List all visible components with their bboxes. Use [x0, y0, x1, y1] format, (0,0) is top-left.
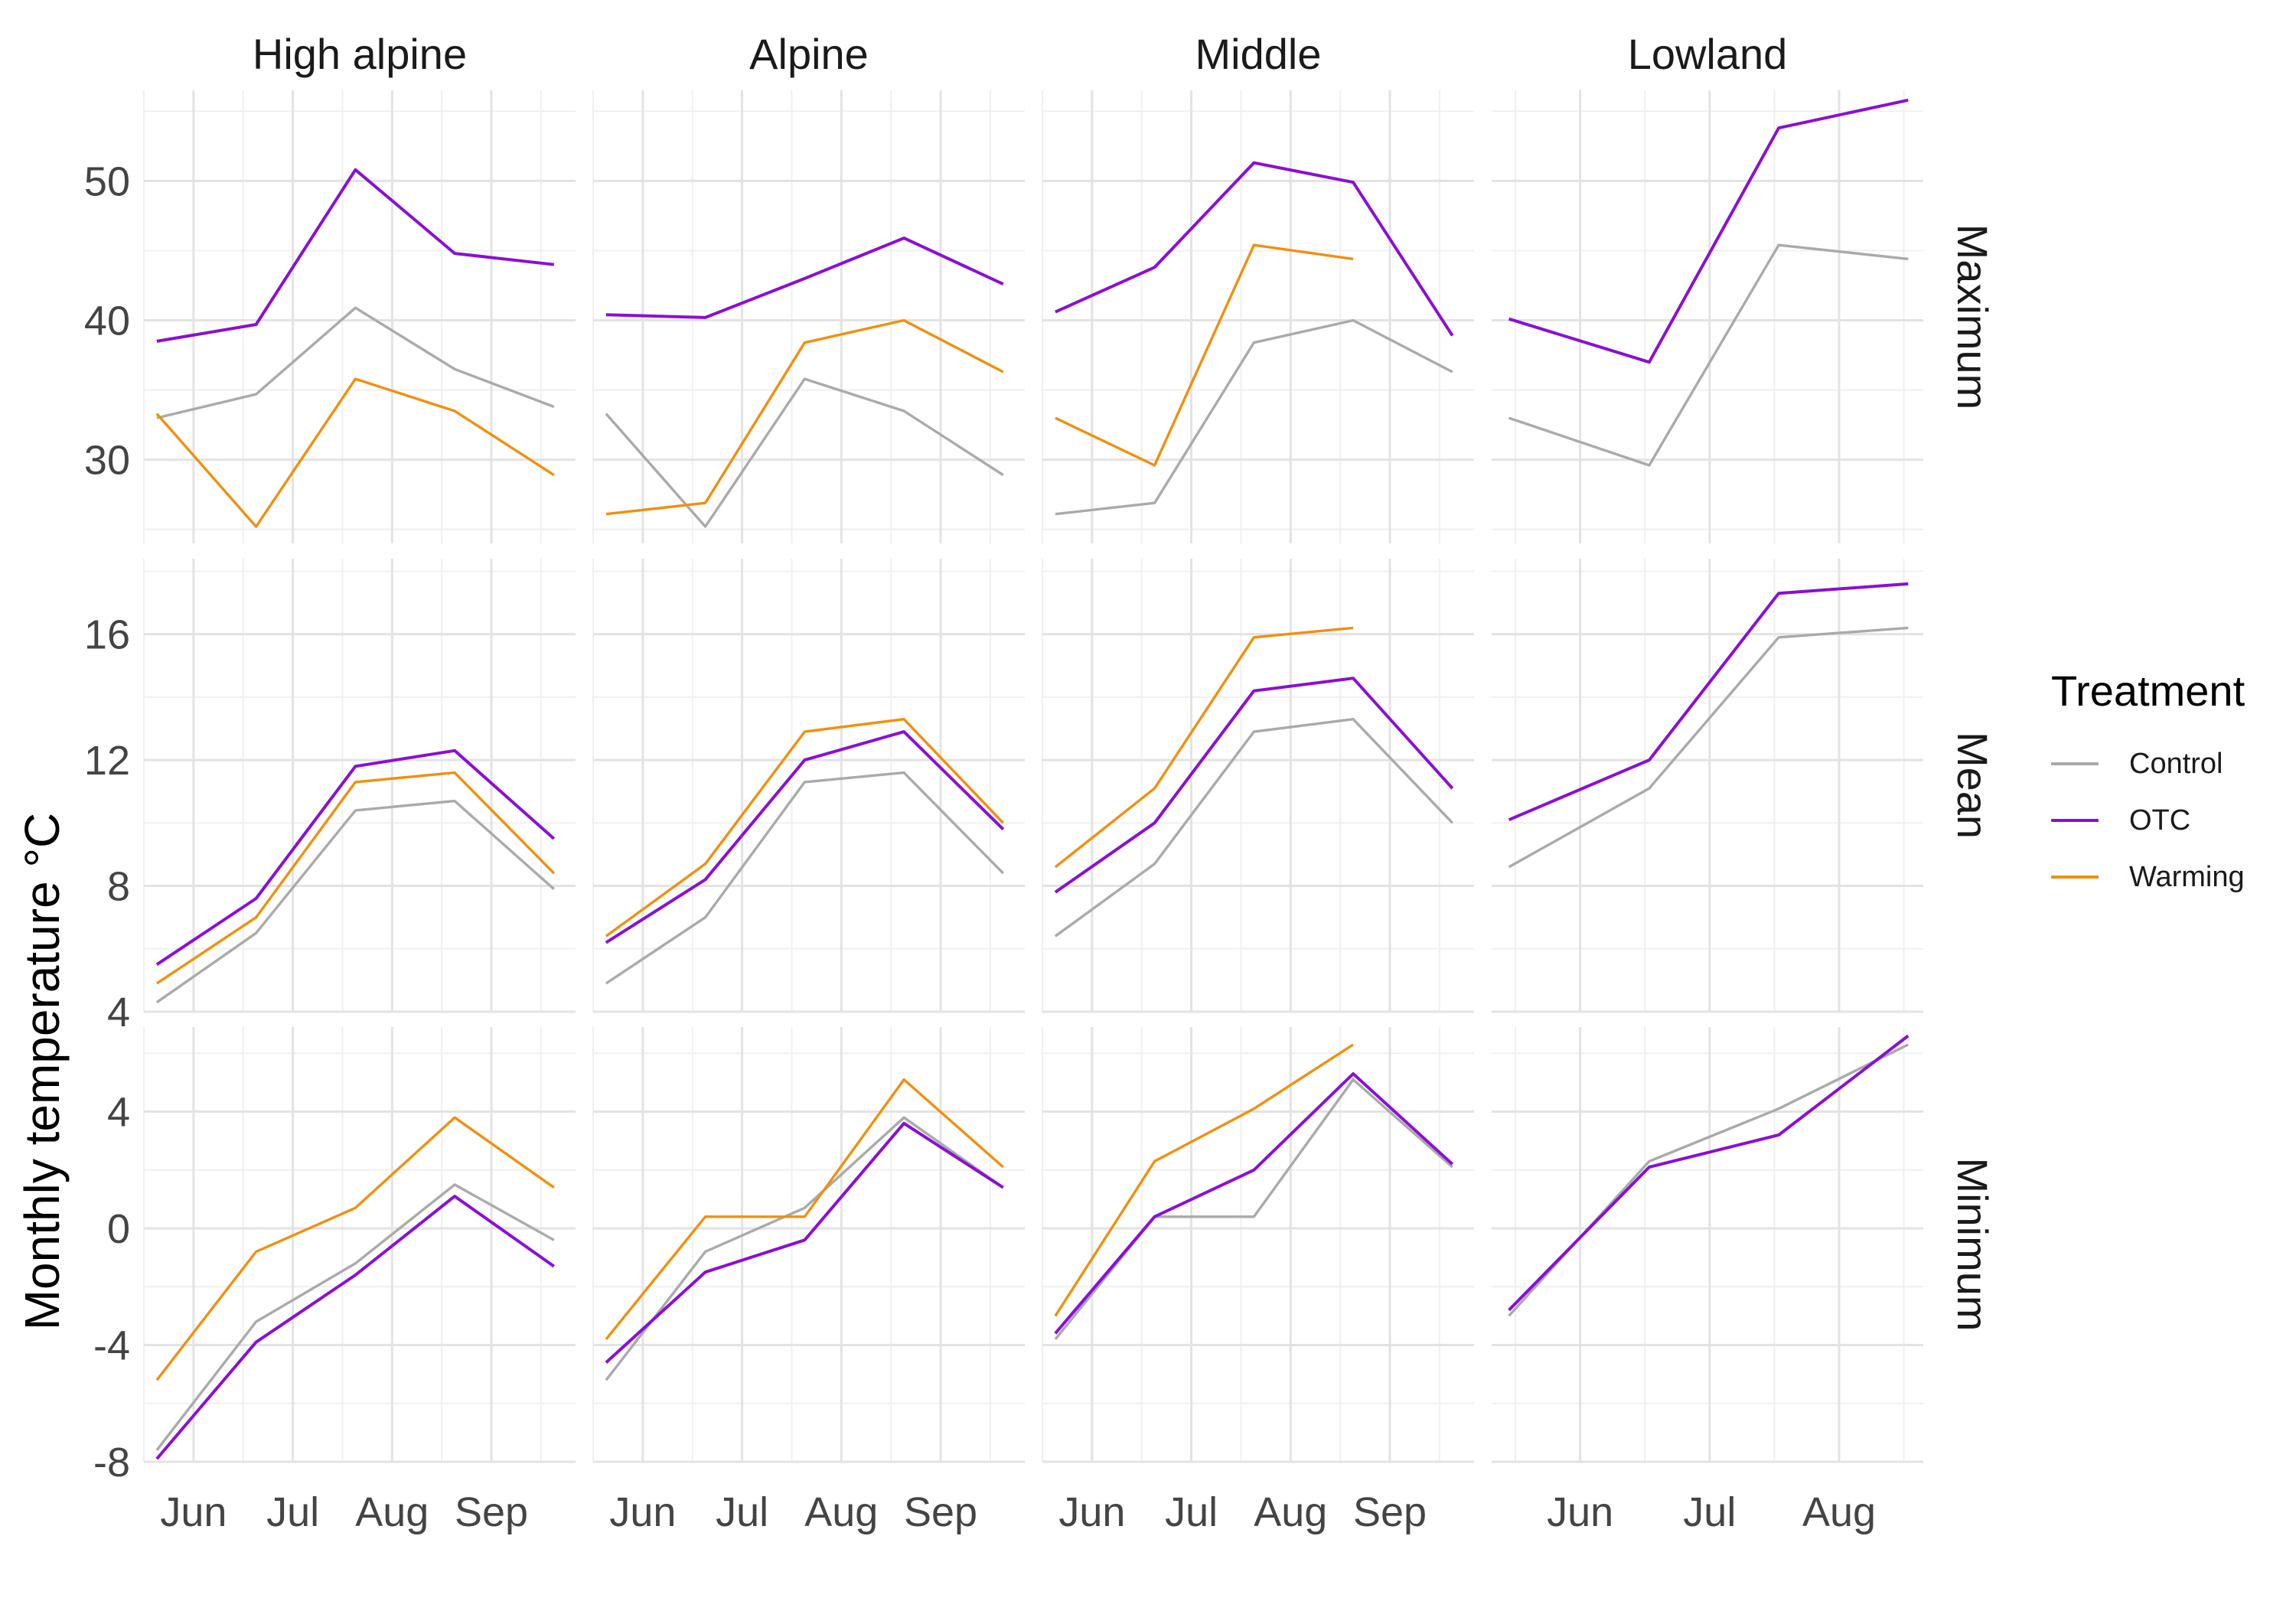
series-line-warming-alpine-mean — [605, 718, 1005, 938]
facet-column-label-lowland: Lowland — [1628, 30, 1788, 78]
series-line-otc-middle-maximum — [1055, 161, 1454, 337]
legend-label-otc: OTC — [2129, 804, 2191, 836]
series-line-otc-lowland-maximum — [1508, 98, 1909, 364]
legend-item-otc: OTC — [2051, 792, 2296, 849]
x-tick-label-lowland-aug: Aug — [1802, 1489, 1876, 1535]
series-line-warming-middle-minimum — [1054, 1043, 1355, 1317]
legend: Treatment Control OTC Warming — [2051, 666, 2296, 905]
y-tick-label-minimum: -4 — [93, 1323, 130, 1369]
series-line-warming-high-alpine-maximum — [155, 377, 555, 528]
x-tick-label-high-alpine-aug: Aug — [355, 1489, 429, 1535]
series-line-warming-middle-maximum — [1055, 243, 1354, 467]
facet-column-label-high-alpine: High alpine — [253, 30, 467, 78]
series-line-otc-middle-minimum — [1054, 1072, 1454, 1335]
legend-key-otc — [2051, 819, 2099, 822]
series-line-control-high-alpine-maximum — [156, 306, 555, 419]
y-tick-label-minimum: -8 — [93, 1440, 130, 1485]
series-line-control-lowland-maximum — [1508, 243, 1909, 467]
facet-column-label-middle: Middle — [1195, 30, 1322, 78]
series-line-control-alpine-mean — [605, 771, 1005, 985]
series-line-control-middle-minimum — [1054, 1078, 1453, 1340]
y-tick-label-mean: 4 — [107, 990, 130, 1035]
series-line-otc-high-alpine-mean — [155, 748, 556, 966]
y-tick-label-minimum: 4 — [107, 1090, 130, 1136]
facet-row-label-maximum: Maximum — [1949, 224, 1997, 410]
x-tick-label-high-alpine-jul: Jul — [266, 1489, 319, 1535]
series-line-otc-high-alpine-minimum — [155, 1195, 555, 1460]
facet-column-label-alpine: Alpine — [749, 30, 869, 78]
series-line-control-middle-maximum — [1055, 318, 1453, 516]
series-line-warming-middle-mean — [1054, 626, 1354, 869]
y-axis-label: Monthly temperature °C — [15, 812, 70, 1331]
y-tick-label-maximum: 30 — [84, 438, 130, 484]
legend-item-control: Control — [2051, 735, 2296, 792]
series-line-warming-alpine-maximum — [605, 318, 1004, 516]
x-tick-label-alpine-jun: Jun — [609, 1489, 676, 1535]
x-tick-label-middle-jun: Jun — [1058, 1489, 1125, 1535]
x-tick-label-lowland-jul: Jul — [1683, 1489, 1736, 1535]
legend-title: Treatment — [2051, 667, 2245, 715]
x-tick-label-alpine-jul: Jul — [716, 1489, 768, 1535]
y-tick-label-mean: 8 — [107, 864, 130, 910]
series-line-otc-lowland-mean — [1508, 582, 1909, 822]
series-line-otc-alpine-minimum — [605, 1121, 1004, 1364]
series-line-warming-high-alpine-minimum — [155, 1116, 555, 1381]
legend-label-warming: Warming — [2129, 860, 2245, 893]
y-tick-label-mean: 16 — [84, 612, 130, 658]
x-tick-label-middle-jul: Jul — [1165, 1489, 1218, 1535]
x-tick-label-high-alpine-jun: Jun — [160, 1489, 227, 1535]
x-tick-label-high-alpine-sep: Sep — [455, 1489, 528, 1535]
x-tick-label-middle-aug: Aug — [1254, 1489, 1327, 1535]
series-line-control-high-alpine-mean — [155, 799, 555, 1004]
legend-item-warming: Warming — [2051, 849, 2296, 905]
series-line-otc-alpine-maximum — [605, 236, 1004, 319]
y-tick-label-maximum: 50 — [84, 158, 130, 204]
series-line-warming-high-alpine-mean — [155, 771, 556, 985]
series-line-otc-middle-mean — [1054, 677, 1454, 894]
y-tick-label-maximum: 40 — [84, 298, 130, 344]
x-tick-label-alpine-aug: Aug — [804, 1489, 878, 1535]
series-line-control-alpine-minimum — [605, 1116, 1004, 1381]
legend-key-control — [2051, 762, 2099, 765]
y-tick-label-mean: 12 — [84, 738, 130, 784]
series-line-otc-high-alpine-maximum — [156, 168, 555, 343]
x-tick-label-alpine-sep: Sep — [904, 1489, 977, 1535]
series-line-warming-alpine-minimum — [605, 1078, 1004, 1340]
series-line-control-high-alpine-minimum — [155, 1183, 555, 1451]
series-line-otc-lowland-minimum — [1508, 1034, 1910, 1312]
series-line-control-alpine-maximum — [605, 377, 1004, 528]
series-line-control-middle-mean — [1054, 718, 1454, 938]
x-tick-label-middle-sep: Sep — [1353, 1489, 1427, 1535]
series-line-control-lowland-mean — [1508, 626, 1909, 869]
x-tick-label-lowland-jun: Jun — [1547, 1489, 1613, 1535]
series-line-otc-alpine-mean — [605, 730, 1005, 944]
legend-label-control: Control — [2129, 747, 2223, 780]
legend-key-warming — [2051, 876, 2099, 879]
facet-row-label-mean: Mean — [1949, 732, 1997, 839]
facet-row-label-minimum: Minimum — [1949, 1157, 1997, 1331]
y-tick-label-minimum: 0 — [107, 1206, 130, 1252]
